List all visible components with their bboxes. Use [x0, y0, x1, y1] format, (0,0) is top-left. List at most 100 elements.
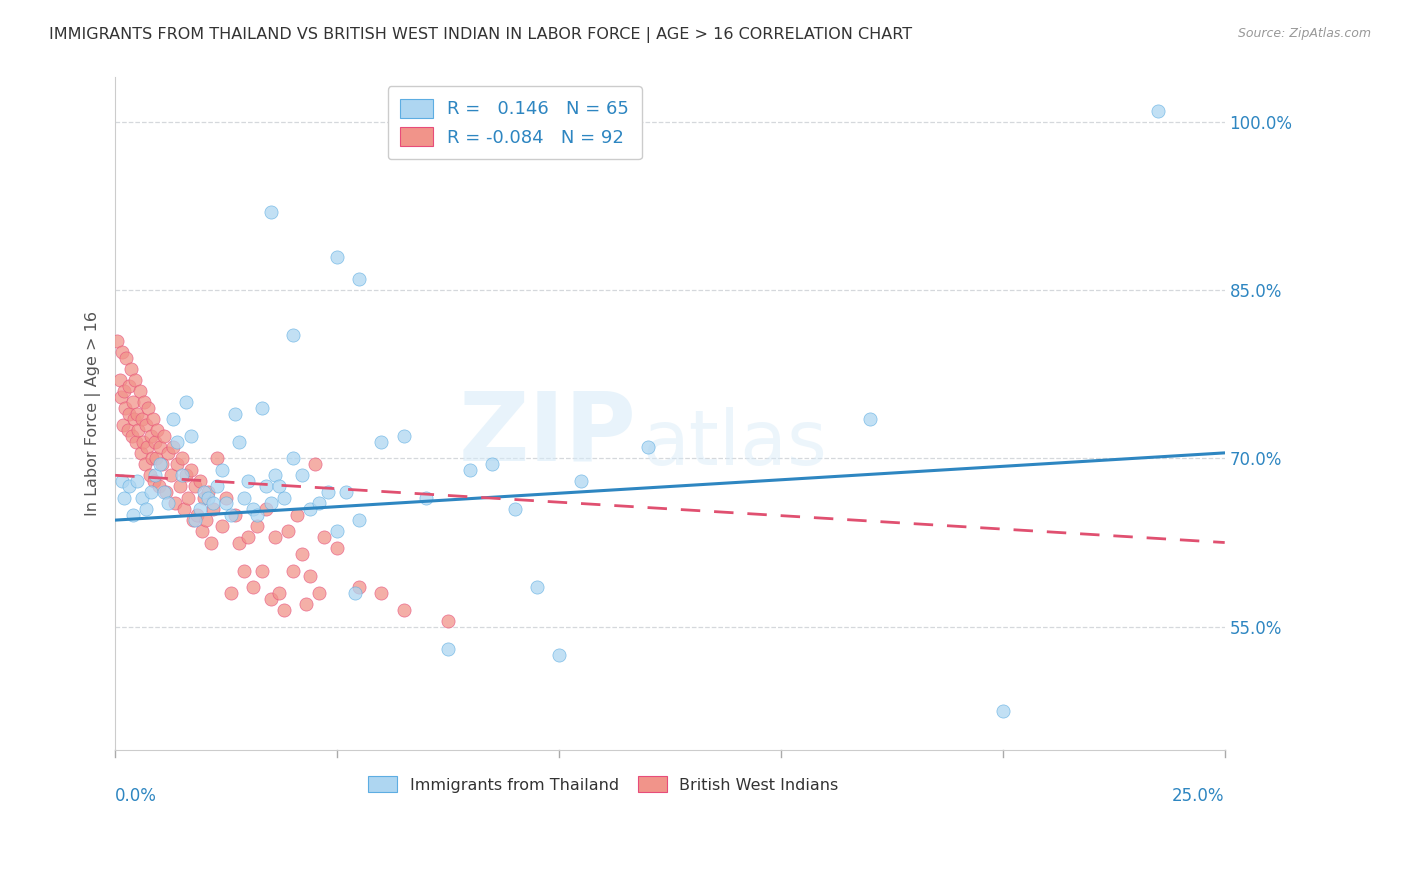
Point — [184, 513, 207, 527]
Point — [201, 502, 224, 516]
Point — [193, 485, 215, 500]
Text: Source: ZipAtlas.com: Source: ZipAtlas.com — [1237, 27, 1371, 40]
Point — [148, 479, 170, 493]
Point — [1147, 104, 1170, 119]
Point — [173, 502, 195, 516]
Point — [238, 474, 260, 488]
Point — [281, 328, 304, 343]
Point — [273, 603, 295, 617]
Point — [118, 407, 141, 421]
Point — [131, 491, 153, 505]
Point — [157, 496, 180, 510]
Point — [308, 496, 330, 510]
Point — [127, 407, 149, 421]
Point — [188, 502, 211, 516]
Point — [117, 378, 139, 392]
Point — [224, 508, 246, 522]
Point — [114, 401, 136, 415]
Point — [215, 491, 238, 505]
Point — [150, 457, 173, 471]
Point — [207, 479, 229, 493]
Point — [228, 434, 250, 449]
Point — [129, 446, 152, 460]
Text: 25.0%: 25.0% — [1173, 787, 1225, 805]
Point — [138, 401, 160, 415]
Point — [181, 513, 204, 527]
Point — [112, 384, 135, 399]
Point — [135, 502, 157, 516]
Point — [219, 508, 242, 522]
Point — [122, 395, 145, 409]
Point — [174, 468, 197, 483]
Point — [326, 250, 349, 264]
Text: 0.0%: 0.0% — [115, 787, 157, 805]
Point — [392, 603, 415, 617]
Point — [637, 440, 659, 454]
Point — [141, 451, 163, 466]
Point — [215, 496, 238, 510]
Legend: Immigrants from Thailand, British West Indians: Immigrants from Thailand, British West I… — [361, 770, 845, 799]
Point — [139, 468, 162, 483]
Point — [148, 440, 170, 454]
Point — [228, 535, 250, 549]
Point — [415, 491, 437, 505]
Point — [170, 468, 193, 483]
Point — [142, 412, 165, 426]
Point — [277, 524, 299, 539]
Point — [503, 502, 526, 516]
Point — [859, 412, 882, 426]
Point — [200, 535, 222, 549]
Point — [308, 586, 330, 600]
Point — [143, 468, 166, 483]
Point — [170, 451, 193, 466]
Point — [117, 479, 139, 493]
Point — [111, 345, 134, 359]
Point — [177, 491, 200, 505]
Point — [349, 272, 371, 286]
Text: atlas: atlas — [643, 407, 827, 481]
Point — [107, 334, 129, 348]
Text: IMMIGRANTS FROM THAILAND VS BRITISH WEST INDIAN IN LABOR FORCE | AGE > 16 CORREL: IMMIGRANTS FROM THAILAND VS BRITISH WEST… — [49, 27, 912, 43]
Point — [335, 485, 357, 500]
Point — [326, 524, 349, 539]
Point — [392, 429, 415, 443]
Point — [148, 457, 170, 471]
Point — [201, 496, 224, 510]
Point — [155, 485, 177, 500]
Point — [134, 457, 156, 471]
Point — [281, 451, 304, 466]
Point — [135, 417, 157, 432]
Point — [299, 569, 322, 583]
Point — [349, 513, 371, 527]
Point — [326, 541, 349, 556]
Point — [169, 479, 191, 493]
Point — [186, 508, 208, 522]
Point — [242, 580, 264, 594]
Point — [569, 474, 592, 488]
Point — [437, 642, 460, 657]
Point — [299, 502, 322, 516]
Point — [195, 513, 218, 527]
Point — [120, 361, 142, 376]
Point — [250, 401, 273, 415]
Point — [162, 440, 184, 454]
Point — [295, 597, 318, 611]
Point — [110, 390, 132, 404]
Point — [108, 373, 131, 387]
Point — [117, 424, 139, 438]
Point — [112, 491, 135, 505]
Point — [190, 524, 212, 539]
Point — [146, 424, 169, 438]
Point — [125, 434, 148, 449]
Point — [437, 614, 460, 628]
Point — [242, 502, 264, 516]
Point — [112, 417, 135, 432]
Point — [312, 530, 335, 544]
Point — [145, 451, 167, 466]
Point — [250, 564, 273, 578]
Point — [254, 502, 277, 516]
Point — [143, 474, 166, 488]
Point — [291, 547, 314, 561]
Point — [180, 429, 202, 443]
Point — [211, 518, 233, 533]
